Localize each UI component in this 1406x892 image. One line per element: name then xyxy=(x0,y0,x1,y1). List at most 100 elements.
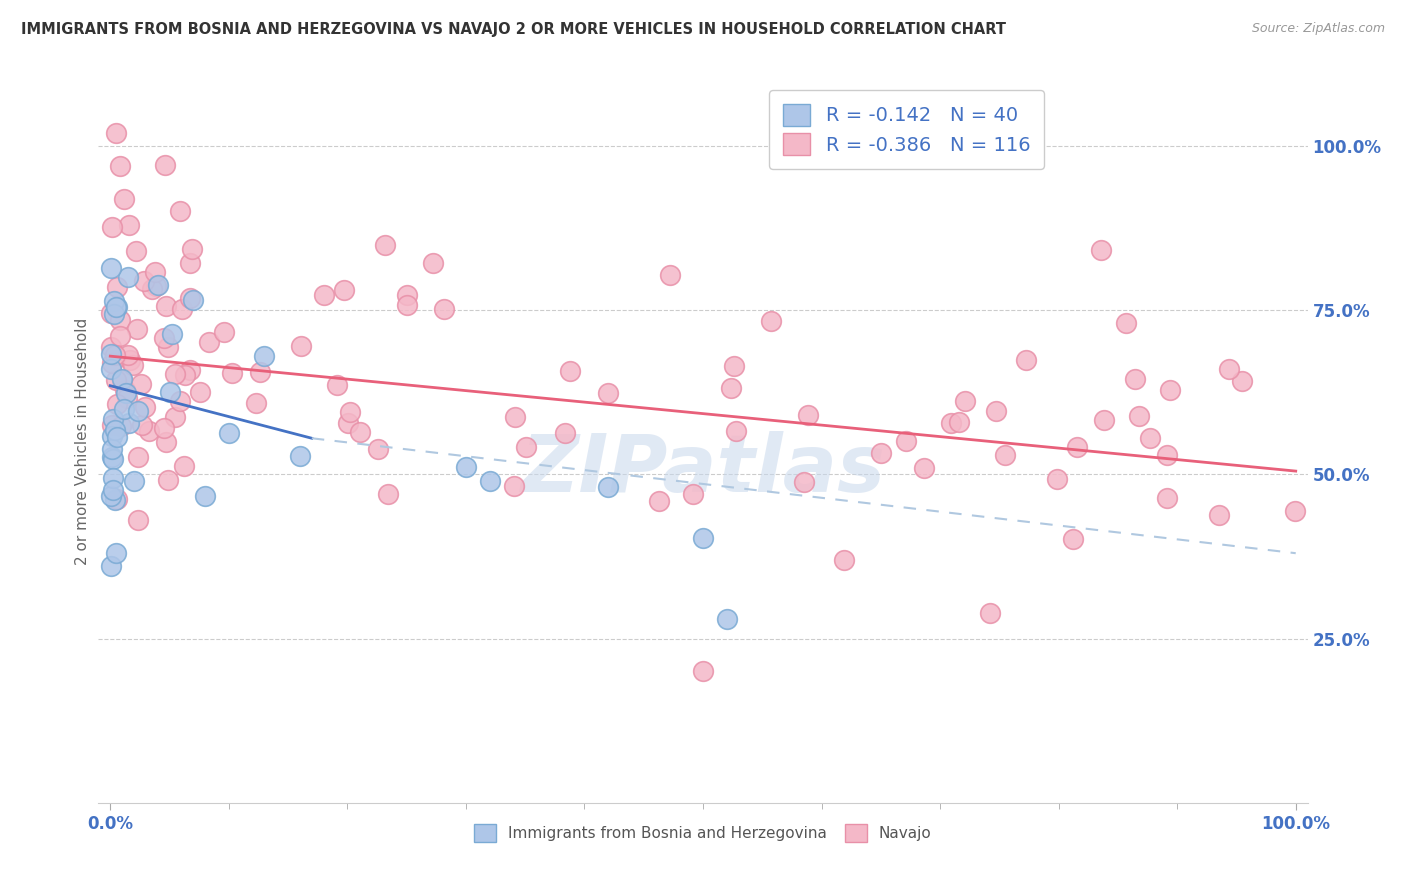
Point xyxy=(129,376,152,391)
Point xyxy=(169,204,191,219)
Point xyxy=(101,442,124,456)
Point xyxy=(100,361,122,376)
Point xyxy=(1062,532,1084,546)
Point xyxy=(598,480,620,494)
Point xyxy=(984,403,1007,417)
Point xyxy=(153,157,176,171)
Point xyxy=(101,471,124,485)
Point xyxy=(1156,491,1178,505)
Point xyxy=(290,339,312,353)
Point xyxy=(172,302,194,317)
Point xyxy=(218,426,240,441)
Point xyxy=(249,365,271,379)
Point xyxy=(111,372,134,386)
Point xyxy=(1284,504,1306,518)
Point xyxy=(103,483,125,497)
Point xyxy=(100,261,122,276)
Point xyxy=(155,435,177,450)
Point xyxy=(339,405,361,419)
Point xyxy=(173,458,195,473)
Point xyxy=(107,300,129,314)
Point xyxy=(127,513,149,527)
Point xyxy=(103,493,125,508)
Point xyxy=(110,418,132,433)
Point xyxy=(692,532,714,546)
Point xyxy=(100,559,122,574)
Point xyxy=(143,265,166,279)
Point xyxy=(103,307,125,321)
Point xyxy=(169,394,191,409)
Point xyxy=(105,546,128,560)
Point xyxy=(179,256,201,270)
Point xyxy=(288,449,311,463)
Point xyxy=(1090,244,1112,258)
Point xyxy=(503,410,526,425)
Point xyxy=(312,288,335,302)
Point xyxy=(101,417,124,432)
Point xyxy=(894,434,917,448)
Point xyxy=(153,421,176,435)
Point xyxy=(118,218,141,232)
Point xyxy=(454,460,477,475)
Point xyxy=(101,450,124,464)
Point xyxy=(723,359,745,374)
Point xyxy=(117,270,139,285)
Point xyxy=(165,409,187,424)
Point xyxy=(648,494,671,508)
Point xyxy=(134,401,156,415)
Point xyxy=(1046,472,1069,486)
Point xyxy=(118,416,141,430)
Point xyxy=(598,385,620,400)
Point xyxy=(103,294,125,309)
Point xyxy=(188,385,211,400)
Point xyxy=(104,348,127,362)
Point xyxy=(155,299,177,313)
Point xyxy=(658,268,681,282)
Point xyxy=(105,430,128,444)
Point xyxy=(396,298,419,312)
Point xyxy=(105,396,128,410)
Point xyxy=(554,426,576,441)
Point xyxy=(395,288,418,302)
Point xyxy=(181,242,204,256)
Point xyxy=(100,306,122,320)
Point xyxy=(117,348,139,362)
Point xyxy=(367,442,389,456)
Point xyxy=(422,256,444,270)
Point xyxy=(104,373,127,387)
Point xyxy=(478,474,501,488)
Text: IMMIGRANTS FROM BOSNIA AND HERZEGOVINA VS NAVAJO 2 OR MORE VEHICLES IN HOUSEHOLD: IMMIGRANTS FROM BOSNIA AND HERZEGOVINA V… xyxy=(21,22,1007,37)
Point xyxy=(110,313,132,327)
Point xyxy=(115,386,138,401)
Point xyxy=(153,331,176,345)
Point xyxy=(1128,409,1150,424)
Legend: Immigrants from Bosnia and Herzegovina, Navajo: Immigrants from Bosnia and Herzegovina, … xyxy=(467,816,939,849)
Point xyxy=(127,450,149,465)
Point xyxy=(560,364,582,378)
Point xyxy=(115,392,138,406)
Point xyxy=(1066,440,1088,454)
Point xyxy=(125,244,148,258)
Point xyxy=(212,325,235,339)
Point xyxy=(179,363,201,377)
Point xyxy=(793,475,815,490)
Point xyxy=(156,340,179,354)
Point xyxy=(118,352,141,367)
Point xyxy=(1218,361,1240,376)
Point xyxy=(103,451,125,466)
Point xyxy=(105,300,128,314)
Point xyxy=(101,411,124,425)
Point xyxy=(912,460,935,475)
Point xyxy=(716,612,738,626)
Point xyxy=(720,381,742,395)
Point xyxy=(1139,431,1161,445)
Point xyxy=(111,373,134,387)
Point xyxy=(174,368,197,382)
Point xyxy=(105,491,128,506)
Point xyxy=(326,377,349,392)
Point xyxy=(682,487,704,501)
Point xyxy=(165,368,187,382)
Point xyxy=(108,159,131,173)
Point xyxy=(948,415,970,429)
Point xyxy=(160,327,183,342)
